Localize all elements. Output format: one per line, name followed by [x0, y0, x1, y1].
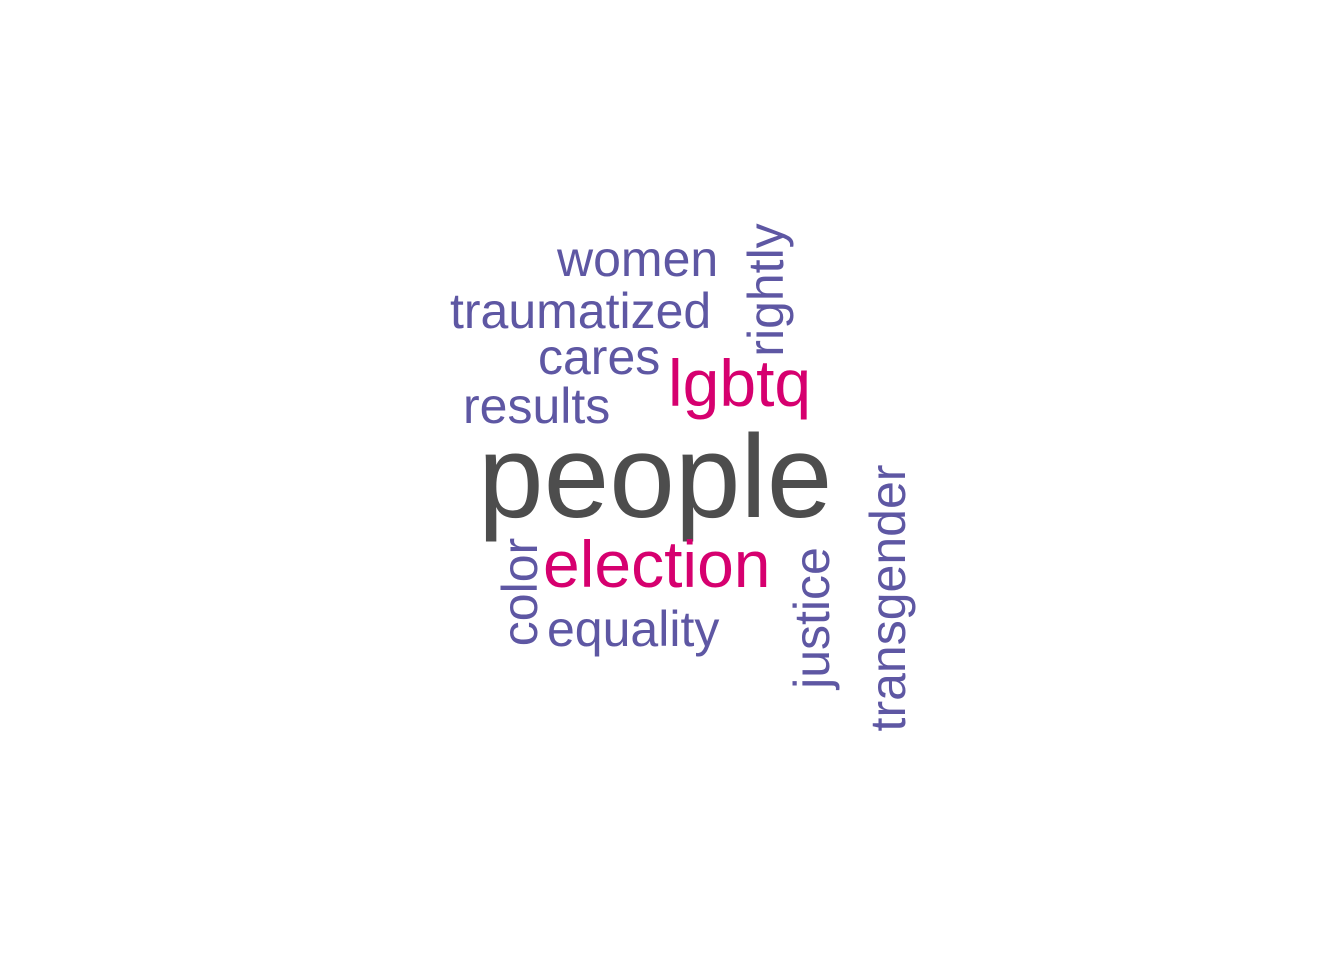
word-election: election — [543, 527, 771, 601]
word-traumatized: traumatized — [450, 283, 712, 339]
word-justice: justice — [784, 547, 840, 689]
word-transgender: transgender — [860, 464, 916, 732]
word-rightly: rightly — [738, 223, 794, 357]
word-results: results — [463, 378, 611, 434]
word-lgbtq: lgbtq — [668, 346, 812, 420]
word-people: people — [478, 411, 833, 543]
word-women: women — [557, 231, 719, 287]
word-equality: equality — [547, 601, 720, 657]
word-color: color — [492, 537, 548, 647]
word-cares: cares — [538, 329, 661, 385]
